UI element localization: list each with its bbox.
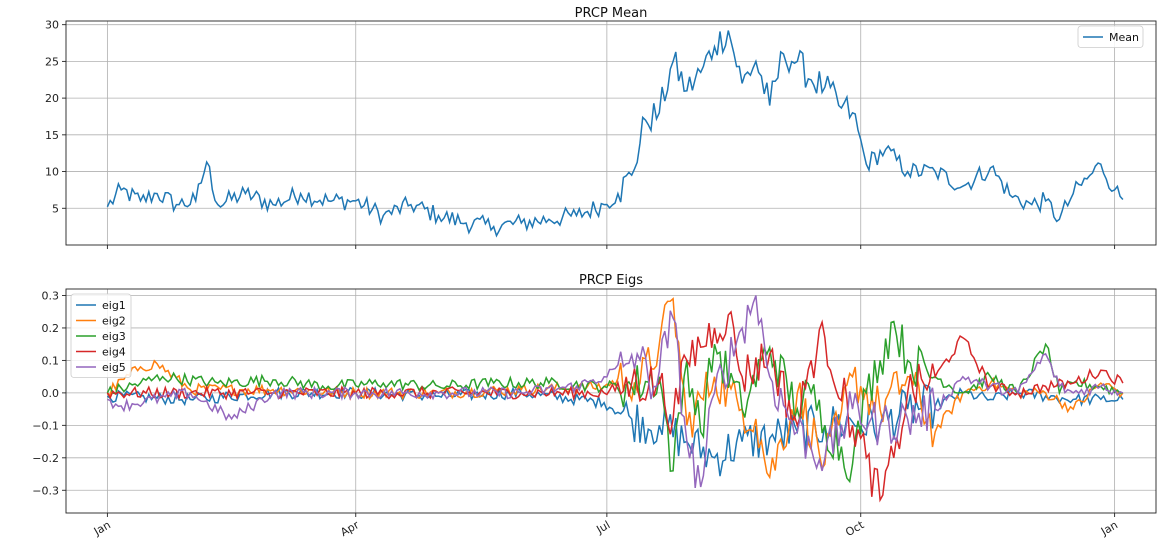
legend-label: eig1 xyxy=(102,299,126,312)
plot-frame xyxy=(65,288,1157,514)
y-tick-label: 0.1 xyxy=(42,354,60,367)
legend-label: eig4 xyxy=(102,346,126,359)
legend: Mean xyxy=(1077,25,1144,48)
y-tick-label: 10 xyxy=(45,166,59,179)
y-tick-label: 20 xyxy=(45,92,59,105)
legend-label: Mean xyxy=(1109,31,1139,44)
y-tick-label: −0.2 xyxy=(32,452,59,465)
chart-title: PRCP Mean xyxy=(575,6,648,21)
plot-frame xyxy=(65,20,1157,246)
y-tick-label: 0.3 xyxy=(42,289,60,302)
y-tick-label: 15 xyxy=(45,129,59,142)
x-tick-label: Jan xyxy=(1098,518,1120,538)
eigs-chart-panel: PRCP Eigs −0.3 −0.2 −0.1 0.0 0.1 0.2 0.3 Jan Apr… xyxy=(32,273,1157,539)
series-line-Mean xyxy=(106,30,1124,238)
legend-box xyxy=(70,293,132,378)
x-tick-label: Jul xyxy=(593,518,612,536)
series-line-eig4 xyxy=(106,310,1124,503)
y-tick-label: −0.3 xyxy=(32,484,59,497)
y-tick-label: 25 xyxy=(45,55,59,68)
legend-label: eig5 xyxy=(102,361,126,374)
legend-label: eig2 xyxy=(102,315,126,328)
chart-title: PRCP Eigs xyxy=(579,273,643,288)
legend: eig1 eig2 eig3 eig4 eig5 xyxy=(70,293,132,378)
y-tick-label: 0.2 xyxy=(42,322,60,335)
mean-chart-panel: PRCP Mean 5 10 15 20 25 30 Mean xyxy=(45,6,1157,249)
series-line-eig5 xyxy=(107,295,1124,488)
x-tick-label: Oct xyxy=(843,518,867,539)
y-tick-label: 5 xyxy=(52,202,59,215)
x-tick-label: Jan xyxy=(91,518,113,538)
y-tick-label: 0.0 xyxy=(42,387,60,400)
x-tick-label: Apr xyxy=(338,518,361,539)
legend-box xyxy=(1077,25,1144,48)
y-tick-label: −0.1 xyxy=(32,419,59,432)
y-tick-label: 30 xyxy=(45,19,59,32)
legend-label: eig3 xyxy=(102,330,126,343)
